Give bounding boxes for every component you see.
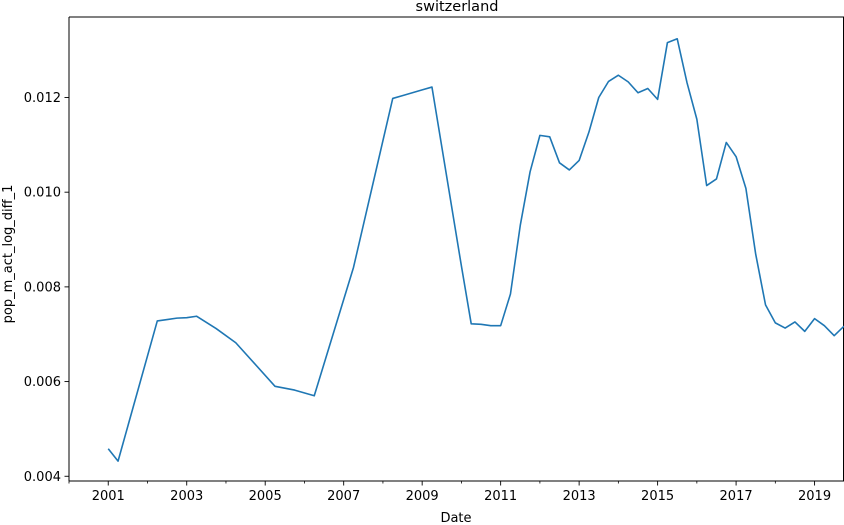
x-tick-label: 2019: [798, 489, 831, 504]
y-tick-label: 0.006: [24, 375, 61, 390]
y-axis-label: pop_m_act_log_diff_1: [1, 185, 16, 324]
chart-title: switzerland: [416, 0, 499, 15]
series-line-0: [107, 37, 844, 462]
y-tick-label: 0.008: [24, 280, 61, 295]
x-tick-label: 2005: [249, 489, 282, 504]
x-tick-label: 2017: [720, 489, 753, 504]
x-tick-label: 2007: [327, 489, 360, 504]
x-tick-label: 2001: [92, 489, 125, 504]
x-tick-label: 2015: [641, 489, 674, 504]
x-axis-label: Date: [440, 511, 471, 525]
x-tick-label: 2011: [484, 489, 517, 504]
series-layer: [107, 37, 844, 462]
x-tick-label: 2013: [563, 489, 596, 504]
x-tick-label: 2009: [406, 489, 439, 504]
y-axis: 0.004 0.006 0.008 0.010 0.012: [24, 91, 69, 485]
x-axis: 2001 2003 2005 2007 2009 2011 2013 2015 2017 2019: [68, 481, 831, 504]
plot-frame: [68, 16, 844, 482]
y-tick-label: 0.010: [24, 186, 61, 201]
x-tick-label: 2003: [170, 489, 203, 504]
y-tick-label: 0.004: [24, 470, 61, 485]
y-tick-label: 0.012: [24, 91, 61, 106]
